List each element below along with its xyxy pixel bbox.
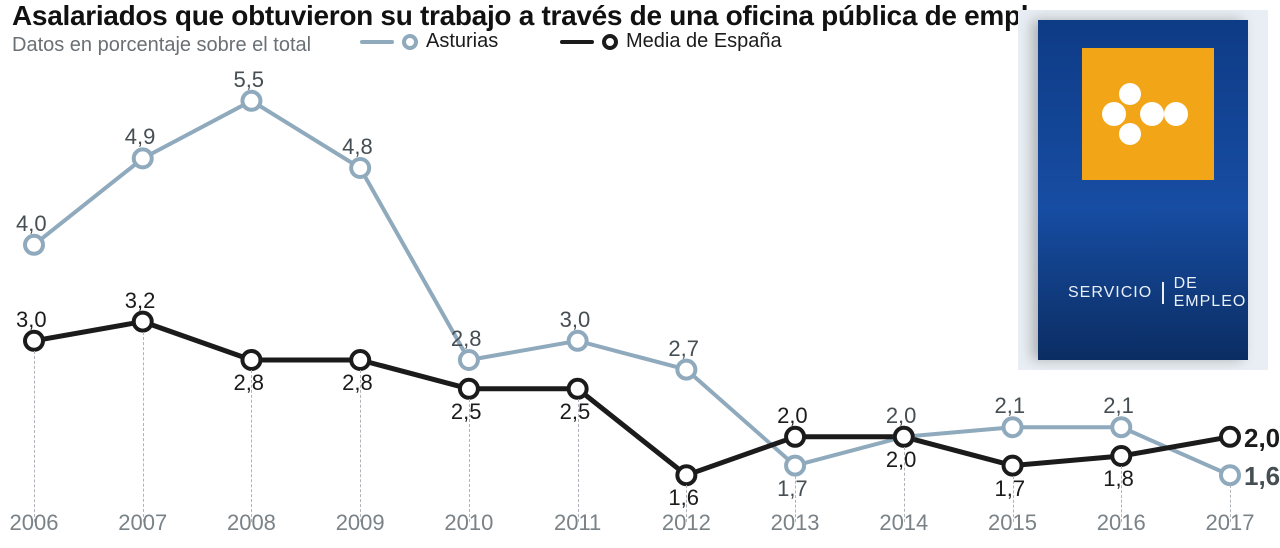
data-point-label: 2,0 (1244, 423, 1280, 454)
legend-asturias: Asturias (360, 30, 498, 53)
x-tick (143, 332, 144, 522)
data-point-label: 5,5 (233, 67, 264, 93)
x-axis-label: 2008 (227, 510, 276, 536)
data-point-label: 2,1 (995, 393, 1026, 419)
legend-label-b: Media de España (626, 30, 782, 53)
data-point-label: 2,8 (233, 370, 264, 396)
x-axis-label: 2010 (444, 510, 493, 536)
legend-line-b (560, 40, 594, 44)
legend-espana: Media de España (560, 30, 782, 53)
legend-label-a: Asturias (426, 30, 498, 53)
x-axis-label: 2006 (10, 510, 59, 536)
data-point-label: 2,7 (668, 336, 699, 362)
legend-marker-a (402, 34, 418, 50)
x-axis-label: 2013 (771, 510, 820, 536)
x-axis-label: 2014 (879, 510, 928, 536)
chart-title: Asalariados que obtuvieron su trabajo a … (12, 0, 1060, 32)
data-point-label: 4,8 (342, 134, 373, 160)
x-axis-label: 2007 (118, 510, 167, 536)
data-point-label: 1,8 (1103, 466, 1134, 492)
legend-marker-b (602, 34, 618, 50)
x-axis-label: 2009 (336, 510, 385, 536)
data-point-label: 1,7 (777, 476, 808, 502)
data-point-label: 2,5 (560, 399, 591, 425)
x-axis-label: 2017 (1206, 510, 1255, 536)
data-point-label: 1,6 (1244, 461, 1280, 492)
legend-line-a (360, 40, 394, 44)
x-axis-label: 2015 (988, 510, 1037, 536)
data-point-label: 3,0 (560, 307, 591, 333)
data-point-label: 3,0 (16, 307, 47, 333)
data-point-label: 2,8 (342, 370, 373, 396)
x-axis-label: 2012 (662, 510, 711, 536)
data-point-label: 4,9 (125, 124, 156, 150)
data-point-label: 2,1 (1103, 393, 1134, 419)
x-axis-label: 2016 (1097, 510, 1146, 536)
data-point-label: 2,0 (886, 447, 917, 473)
data-point-label: 2,0 (777, 403, 808, 429)
x-tick (34, 351, 35, 522)
data-point-label: 1,7 (995, 476, 1026, 502)
x-axis-label: 2011 (554, 510, 601, 536)
data-point-label: 2,8 (451, 326, 482, 352)
data-point-label: 4,0 (16, 211, 47, 237)
line-chart: 2006200720082009201020112012201320142015… (12, 52, 1252, 532)
data-point-label: 1,6 (668, 485, 699, 511)
data-point-label: 3,2 (125, 288, 156, 314)
data-point-label: 2,5 (451, 399, 482, 425)
data-point-label: 2,0 (886, 403, 917, 429)
